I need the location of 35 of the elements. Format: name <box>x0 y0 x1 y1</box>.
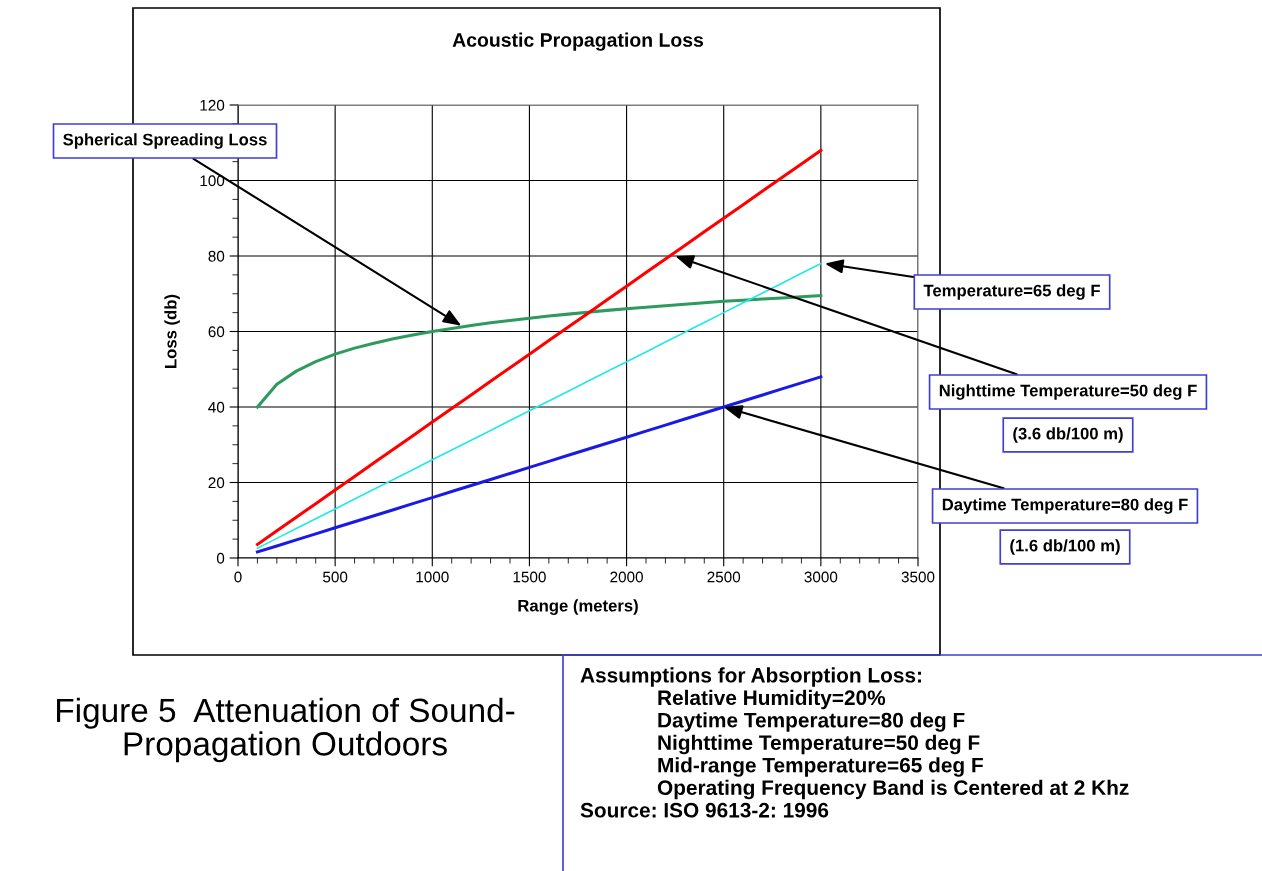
caption: Figure 5 Attenuation of Sound- Propagation Outdoors <box>57 697 515 763</box>
line-series <box>256 262 822 550</box>
x-tick-label: 1500 <box>513 571 546 583</box>
annotation: Daytime Temperature=80 deg F <box>942 498 1188 514</box>
x-axis-title: Range (meters) <box>518 599 638 615</box>
x-tick-label: 2500 <box>707 571 741 583</box>
text: (1.6 db/100 m) <box>1010 539 1120 555</box>
line-series <box>255 148 823 546</box>
x-tick-label: 0 <box>234 571 242 583</box>
text: Assumptions for Absorption Loss: <box>580 667 921 687</box>
annotation: Spherical Spreading Loss <box>63 133 267 149</box>
text: Relative Humidity=20% <box>658 689 886 710</box>
x-tick-label: 500 <box>323 571 348 583</box>
text: Mid-range Temperature=65 deg F <box>658 757 983 777</box>
x-tick-label: 3500 <box>901 571 935 583</box>
text: Daytime Temperature=80 deg F <box>658 712 965 732</box>
text: (3.6 db/100 m) <box>1013 427 1123 443</box>
annotation: Nighttime Temperature=50 deg F <box>939 384 1197 400</box>
text: Nighttime Temperature=50 deg F <box>658 734 980 755</box>
line-series <box>255 294 823 409</box>
y-tick-label: 120 <box>200 99 225 111</box>
x-tick-label: 2000 <box>610 571 643 583</box>
x-tick-label: 1000 <box>416 571 449 583</box>
y-tick-label: 20 <box>208 477 225 489</box>
x-tick-label: 3000 <box>804 571 838 583</box>
annotation: Temperature=65 deg F <box>923 284 1100 300</box>
text: Operating Frequency Band is Centered at 2 Khz <box>657 779 1129 800</box>
y-tick-label: 60 <box>208 326 225 338</box>
y-tick-label: 0 <box>216 552 225 564</box>
y-tick-label: 80 <box>208 250 225 262</box>
y-tick-label: 40 <box>208 401 225 413</box>
chart-title: Acoustic Propagation Loss <box>452 32 704 51</box>
line-series <box>255 375 823 554</box>
y-axis-title: Loss (db) <box>164 294 180 368</box>
source-note: Source: ISO 9613-2: 1996 <box>580 802 829 818</box>
